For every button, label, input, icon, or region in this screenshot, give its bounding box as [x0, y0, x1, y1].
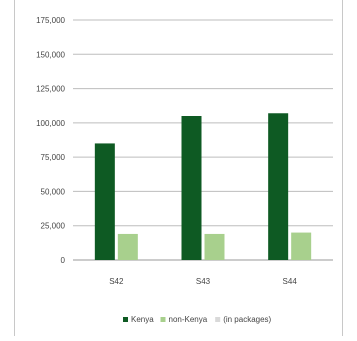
bar-non-kenya-s42 — [117, 233, 138, 260]
left-margin — [0, 0, 14, 336]
y-tick-label: 50,000 — [41, 187, 66, 196]
right-margin — [343, 0, 357, 336]
chart-container: 0 25,000 50,000 75,000 100,000 125,000 150,000… — [14, 0, 343, 336]
bar-non-kenya-s44 — [291, 232, 312, 260]
legend-swatch — [160, 317, 166, 322]
legend-swatch — [123, 317, 128, 322]
y-axis-ticks: 0 25,000 50,000 75,000 100,000 125,000 150,000… — [36, 16, 65, 265]
y-tick-label: 25,000 — [41, 222, 66, 231]
legend-swatch — [215, 317, 221, 322]
bar-kenya-s43 — [181, 116, 202, 260]
y-tick-label: 0 — [61, 256, 66, 265]
bar-chart: 0 25,000 50,000 75,000 100,000 125,000 150,000… — [36, 16, 333, 324]
gridlines — [73, 19, 333, 261]
y-tick-label: 175,000 — [36, 16, 65, 25]
bar-non-kenya-s43 — [204, 233, 225, 260]
legend-label: non-Kenya — [169, 315, 208, 324]
y-tick-label: 100,000 — [36, 119, 65, 128]
x-tick-label: S44 — [283, 277, 298, 286]
bar-kenya-s42 — [94, 143, 115, 260]
y-tick-label: 75,000 — [41, 153, 66, 162]
legend-label: Kenya — [131, 315, 154, 324]
x-tick-label: S43 — [196, 277, 211, 286]
x-axis-ticks: S42 S43 S44 — [109, 277, 297, 286]
legend-label: (in packages) — [223, 315, 271, 324]
y-tick-label: 125,000 — [36, 85, 65, 94]
bar-kenya-s44 — [268, 113, 289, 260]
legend: Kenya non-Kenya (in packages) — [123, 315, 272, 324]
y-tick-label: 150,000 — [36, 50, 65, 59]
x-tick-label: S42 — [109, 277, 124, 286]
bars — [94, 113, 312, 260]
